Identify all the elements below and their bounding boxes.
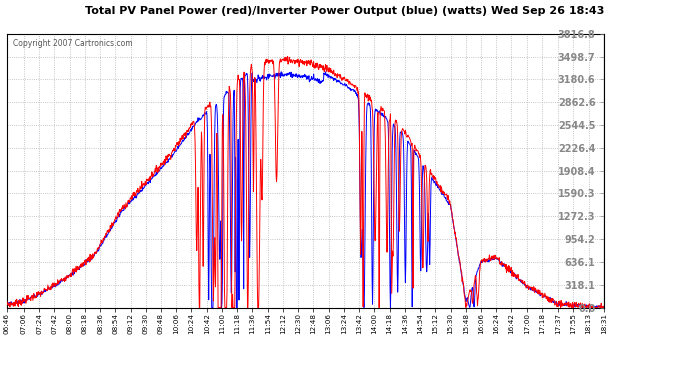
Text: Copyright 2007 Cartronics.com: Copyright 2007 Cartronics.com <box>13 39 132 48</box>
Text: Total PV Panel Power (red)/Inverter Power Output (blue) (watts) Wed Sep 26 18:43: Total PV Panel Power (red)/Inverter Powe… <box>86 6 604 16</box>
